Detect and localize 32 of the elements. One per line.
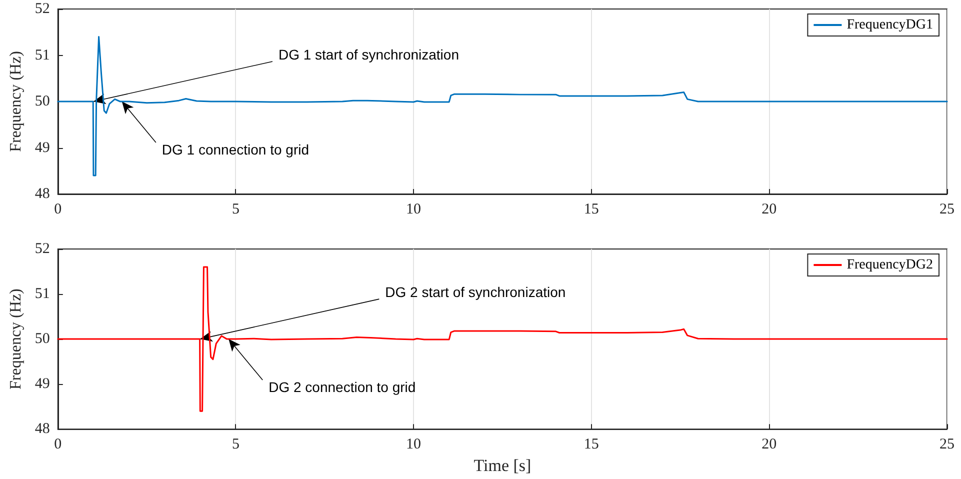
x-axis-title: Time [s] bbox=[474, 456, 532, 475]
x-tick-label: 20 bbox=[762, 436, 777, 453]
annotation: DG 2 start of synchronization bbox=[385, 284, 566, 300]
y-axis-title: Frequency (Hz) bbox=[8, 51, 24, 152]
x-tick-label: 15 bbox=[584, 436, 599, 453]
annotation: DG 2 connection to grid bbox=[268, 379, 416, 396]
legend-label: FrequencyDG1 bbox=[846, 18, 933, 32]
y-tick-label: 50 bbox=[34, 331, 50, 348]
y-tick-label: 52 bbox=[34, 1, 50, 17]
x-tick-label: 5 bbox=[232, 202, 240, 218]
x-tick-label: 5 bbox=[232, 436, 240, 453]
y-tick-label: 51 bbox=[34, 286, 50, 302]
x-tick-label: 0 bbox=[54, 436, 62, 453]
legend-label: FrequencyDG2 bbox=[846, 258, 933, 272]
x-tick-label: 0 bbox=[54, 202, 62, 218]
annotation: DG 1 start of synchronization bbox=[278, 46, 459, 62]
x-tick-label: 25 bbox=[940, 202, 954, 218]
y-tick-label: 50 bbox=[34, 94, 50, 110]
y-tick-label: 48 bbox=[34, 186, 50, 202]
y-tick-label: 51 bbox=[34, 47, 50, 64]
x-tick-label: 10 bbox=[406, 436, 422, 453]
annotation: DG 1 connection to grid bbox=[162, 142, 310, 158]
y-tick-label: 48 bbox=[34, 421, 50, 438]
x-tick-label: 10 bbox=[406, 202, 422, 218]
y-tick-label: 49 bbox=[34, 140, 50, 156]
line-series bbox=[57, 36, 948, 176]
x-tick-label: 20 bbox=[762, 202, 777, 218]
x-tick-label: 15 bbox=[584, 202, 599, 218]
y-axis-title: Frequency (Hz) bbox=[8, 288, 24, 390]
y-tick-label: 52 bbox=[34, 241, 50, 257]
x-tick-label: 25 bbox=[940, 436, 954, 453]
y-tick-label: 49 bbox=[34, 376, 50, 392]
